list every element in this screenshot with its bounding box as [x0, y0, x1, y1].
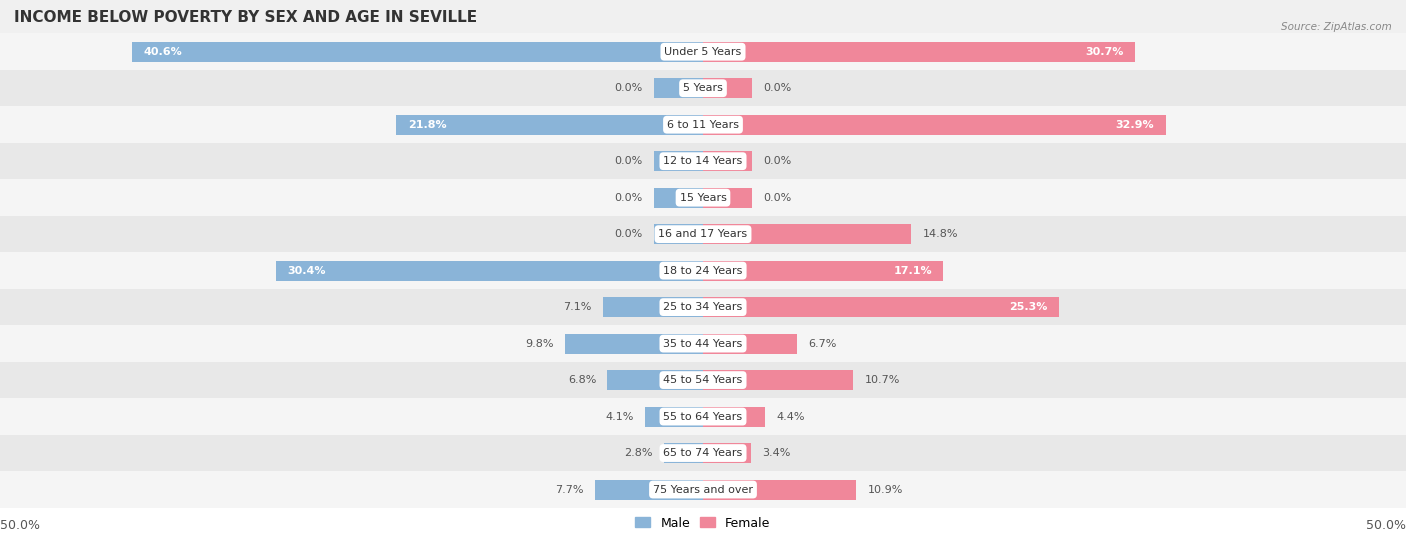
Text: 75 Years and over: 75 Years and over	[652, 484, 754, 494]
Text: 18 to 24 Years: 18 to 24 Years	[664, 266, 742, 276]
Bar	[0, 216, 1406, 252]
Bar	[132, 42, 703, 62]
Text: 0.0%: 0.0%	[614, 193, 643, 203]
Text: 0.0%: 0.0%	[763, 156, 792, 166]
Text: 35 to 44 Years: 35 to 44 Years	[664, 339, 742, 349]
Text: 6.8%: 6.8%	[568, 375, 596, 385]
Text: 30.7%: 30.7%	[1085, 47, 1123, 57]
Bar	[703, 78, 752, 98]
Bar	[276, 261, 703, 281]
Bar	[654, 78, 703, 98]
Bar	[0, 70, 1406, 107]
Text: 12 to 14 Years: 12 to 14 Years	[664, 156, 742, 166]
Text: 15 Years: 15 Years	[679, 193, 727, 203]
Text: 65 to 74 Years: 65 to 74 Years	[664, 448, 742, 458]
Text: INCOME BELOW POVERTY BY SEX AND AGE IN SEVILLE: INCOME BELOW POVERTY BY SEX AND AGE IN S…	[14, 11, 477, 25]
Text: 0.0%: 0.0%	[763, 193, 792, 203]
Bar	[0, 33, 1406, 70]
Text: 9.8%: 9.8%	[526, 339, 554, 349]
Text: 7.7%: 7.7%	[555, 484, 583, 494]
Text: 4.1%: 4.1%	[606, 412, 634, 421]
Text: 2.8%: 2.8%	[624, 448, 652, 458]
Text: 6 to 11 Years: 6 to 11 Years	[666, 120, 740, 129]
Bar	[703, 479, 856, 499]
Bar	[703, 224, 911, 244]
Bar	[654, 224, 703, 244]
Text: 0.0%: 0.0%	[614, 156, 643, 166]
Text: 50.0%: 50.0%	[1367, 519, 1406, 532]
Text: 0.0%: 0.0%	[614, 229, 643, 239]
Text: 0.0%: 0.0%	[763, 83, 792, 93]
Text: 21.8%: 21.8%	[408, 120, 446, 129]
Bar	[703, 370, 853, 390]
Text: 3.4%: 3.4%	[762, 448, 790, 458]
Text: 10.9%: 10.9%	[868, 484, 903, 494]
Bar	[0, 398, 1406, 435]
Bar	[0, 472, 1406, 508]
Text: 7.1%: 7.1%	[564, 302, 592, 312]
Text: Source: ZipAtlas.com: Source: ZipAtlas.com	[1281, 22, 1392, 32]
Bar	[0, 252, 1406, 289]
Bar	[703, 187, 752, 208]
Text: 45 to 54 Years: 45 to 54 Years	[664, 375, 742, 385]
Bar	[664, 443, 703, 463]
Bar	[645, 407, 703, 427]
Text: 25.3%: 25.3%	[1010, 302, 1047, 312]
Bar	[0, 435, 1406, 472]
Bar	[603, 297, 703, 317]
Bar	[0, 143, 1406, 180]
Bar	[0, 180, 1406, 216]
Text: Under 5 Years: Under 5 Years	[665, 47, 741, 57]
Text: 17.1%: 17.1%	[894, 266, 932, 276]
Bar	[703, 297, 1059, 317]
Text: 32.9%: 32.9%	[1116, 120, 1154, 129]
Text: 30.4%: 30.4%	[287, 266, 325, 276]
Bar	[396, 114, 703, 134]
Bar	[607, 370, 703, 390]
Bar	[703, 261, 943, 281]
Legend: Male, Female: Male, Female	[630, 512, 776, 535]
Bar	[703, 443, 751, 463]
Bar	[595, 479, 703, 499]
Text: 6.7%: 6.7%	[808, 339, 837, 349]
Text: 0.0%: 0.0%	[614, 83, 643, 93]
Bar	[703, 407, 765, 427]
Bar	[703, 334, 797, 354]
Text: 4.4%: 4.4%	[776, 412, 804, 421]
Bar	[703, 151, 752, 171]
Bar	[0, 289, 1406, 325]
Bar	[0, 107, 1406, 143]
Bar	[703, 114, 1166, 134]
Text: 55 to 64 Years: 55 to 64 Years	[664, 412, 742, 421]
Text: 14.8%: 14.8%	[922, 229, 957, 239]
Bar	[654, 151, 703, 171]
Text: 5 Years: 5 Years	[683, 83, 723, 93]
Bar	[565, 334, 703, 354]
Text: 16 and 17 Years: 16 and 17 Years	[658, 229, 748, 239]
Bar	[0, 362, 1406, 398]
Text: 10.7%: 10.7%	[865, 375, 900, 385]
Bar	[0, 325, 1406, 362]
Text: 50.0%: 50.0%	[0, 519, 39, 532]
Bar	[654, 187, 703, 208]
Bar	[703, 42, 1135, 62]
Text: 40.6%: 40.6%	[143, 47, 183, 57]
Text: 25 to 34 Years: 25 to 34 Years	[664, 302, 742, 312]
